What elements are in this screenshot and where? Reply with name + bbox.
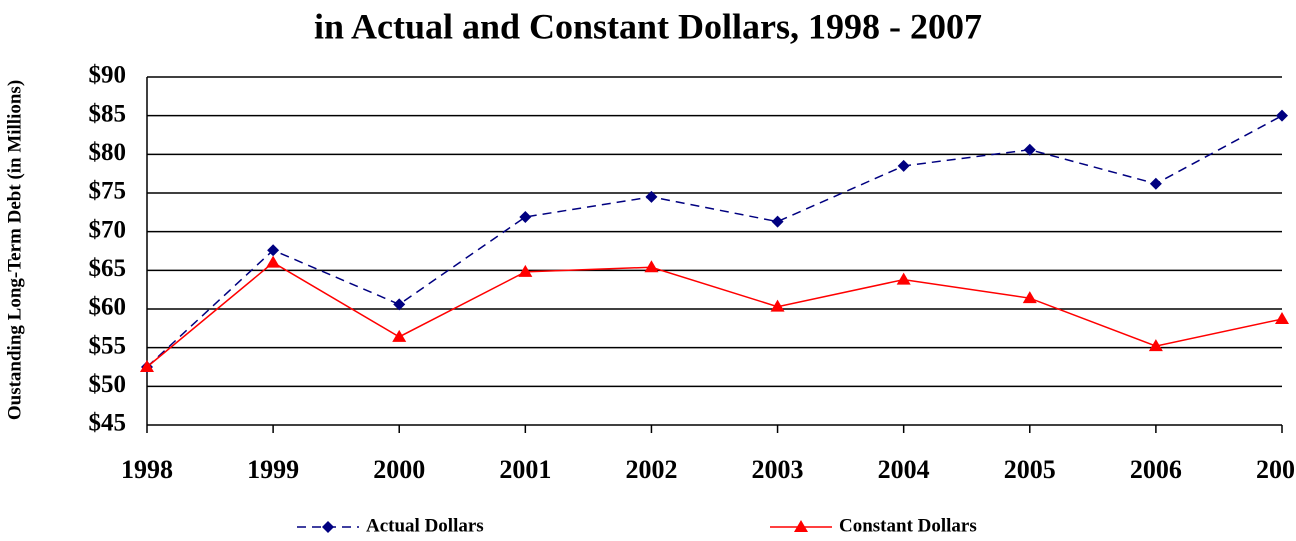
legend-marker bbox=[794, 520, 808, 532]
series-line bbox=[146, 261, 1283, 368]
data-point bbox=[266, 255, 281, 268]
y-tick-label: $55 bbox=[89, 332, 127, 359]
x-tick-label: 2004 bbox=[878, 455, 930, 484]
y-axis-label: Oustanding Long-Term Debt (in Millions) bbox=[4, 80, 25, 420]
data-point bbox=[897, 159, 910, 172]
data-point bbox=[393, 298, 406, 311]
y-tick-label: $60 bbox=[89, 294, 127, 321]
y-tick-label: $50 bbox=[89, 371, 127, 398]
x-tick-label: 2000 bbox=[373, 455, 425, 484]
x-tick-label: 1999 bbox=[247, 455, 299, 484]
x-tick-label: 2003 bbox=[752, 455, 804, 484]
data-point bbox=[518, 264, 533, 277]
chart-title: in Actual and Constant Dollars, 1998 - 2… bbox=[314, 6, 982, 46]
x-tick-label: 2001 bbox=[499, 455, 551, 484]
data-point bbox=[1275, 312, 1289, 325]
y-tick-label: $65 bbox=[89, 255, 127, 282]
x-tick-label: 2007 bbox=[1256, 455, 1296, 484]
x-tick-label: 2005 bbox=[1004, 455, 1056, 484]
y-tick-label: $85 bbox=[89, 100, 127, 127]
data-point bbox=[1022, 291, 1037, 304]
data-point bbox=[140, 360, 154, 372]
series-line bbox=[146, 115, 1283, 368]
legend-label: Actual Dollars bbox=[366, 515, 484, 536]
legend-marker bbox=[322, 521, 334, 533]
y-tick-label: $90 bbox=[89, 62, 127, 89]
data-point bbox=[1149, 177, 1162, 190]
y-tick-label: $70 bbox=[89, 216, 127, 243]
data-point bbox=[1148, 339, 1163, 352]
data-point bbox=[644, 260, 659, 273]
y-tick-label: $75 bbox=[89, 178, 127, 205]
x-tick-label: 2006 bbox=[1130, 455, 1182, 484]
data-point bbox=[1023, 143, 1036, 156]
data-point bbox=[771, 215, 784, 228]
data-point bbox=[1276, 109, 1288, 122]
data-point bbox=[770, 299, 785, 312]
x-tick-label: 1998 bbox=[121, 455, 173, 484]
data-point bbox=[645, 190, 658, 203]
data-point bbox=[519, 210, 532, 223]
data-point bbox=[392, 329, 407, 342]
data-point bbox=[896, 272, 911, 285]
x-tick-label: 2002 bbox=[625, 455, 677, 484]
legend-label: Constant Dollars bbox=[839, 515, 977, 536]
y-tick-label: $80 bbox=[89, 139, 127, 166]
data-point bbox=[267, 244, 280, 257]
y-tick-label: $45 bbox=[89, 410, 127, 437]
